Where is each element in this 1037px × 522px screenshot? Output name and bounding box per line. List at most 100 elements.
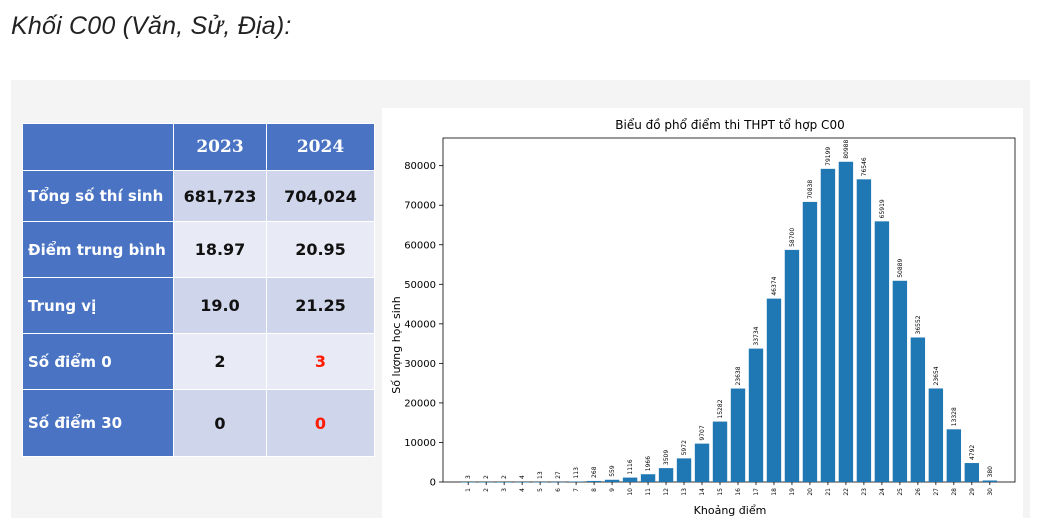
bar: [802, 201, 818, 483]
bar: [568, 481, 584, 483]
col-header-2023: 2023: [173, 123, 267, 171]
y-tick-label: 80000: [404, 161, 436, 172]
cell-2024: 704,024: [266, 170, 375, 222]
y-tick-label: 40000: [404, 319, 436, 330]
cell-2023: 2: [173, 333, 267, 390]
table-row: Điểm trung bình 18.97 20.95: [22, 221, 375, 278]
x-tick-label: 27: [933, 488, 940, 496]
x-tick-label: 7: [573, 488, 580, 492]
y-tick-label: 50000: [404, 280, 436, 291]
bar: [820, 168, 836, 482]
data-label: 1116: [627, 459, 634, 474]
x-tick-label: 29: [969, 488, 976, 496]
x-tick-label: 30: [987, 488, 994, 496]
data-label: 79199: [825, 147, 832, 166]
col-header-2024: 2024: [266, 123, 375, 171]
data-label: 13328: [951, 407, 958, 426]
x-tick-label: 10: [627, 488, 634, 496]
plot-frame: [442, 137, 1016, 483]
bar: [982, 480, 998, 482]
data-label: 15282: [717, 399, 724, 418]
x-tick-label: 25: [897, 488, 904, 496]
data-label: 2: [501, 475, 508, 479]
bar: [658, 468, 674, 482]
table-row: Số điểm 0 2 3: [22, 333, 375, 390]
cell-2023: 19.0: [173, 277, 267, 334]
cell-2023: 681,723: [173, 170, 267, 222]
x-tick-label: 19: [789, 488, 796, 496]
bar: [838, 161, 854, 482]
data-label: 2: [483, 475, 490, 479]
x-tick-label: 20: [807, 488, 814, 496]
data-label: 559: [609, 465, 616, 477]
data-label: 3509: [663, 450, 670, 465]
bar: [910, 337, 926, 482]
cell-2024: 0: [266, 389, 375, 457]
data-label: 9707: [699, 425, 706, 440]
x-tick-label: 13: [681, 488, 688, 496]
y-tick-label: 0: [430, 478, 436, 489]
x-tick-label: 2: [483, 488, 490, 492]
bar: [694, 443, 710, 482]
data-label: 3: [465, 475, 472, 479]
x-tick-label: 14: [699, 488, 706, 496]
bar: [730, 388, 746, 482]
x-tick-label: 22: [843, 488, 850, 496]
cell-2024: 20.95: [266, 221, 375, 278]
x-tick-label: 3: [501, 488, 508, 492]
section-heading: Khối C00 (Văn, Sử, Địa):: [11, 12, 292, 40]
x-tick-label: 15: [717, 488, 724, 496]
cell-2024: 21.25: [266, 277, 375, 334]
bar: [604, 479, 620, 482]
data-label: 76546: [861, 157, 868, 176]
bar: [964, 463, 980, 482]
data-label: 58700: [789, 228, 796, 247]
x-tick-label: 23: [861, 488, 868, 496]
table-row: Trung vị 19.0 21.25: [22, 277, 375, 334]
x-tick-label: 1: [465, 488, 472, 492]
data-label: 27: [555, 471, 562, 479]
row-label: Số điểm 30: [22, 389, 174, 457]
data-label: 113: [573, 467, 580, 479]
data-label: 50889: [897, 259, 904, 278]
bar: [766, 298, 782, 482]
data-label: 5972: [681, 440, 688, 455]
data-label: 80988: [843, 140, 850, 159]
data-label: 23638: [735, 366, 742, 385]
bar: [946, 429, 962, 482]
cell-2023: 18.97: [173, 221, 267, 278]
x-axis-label: Khoảng điểm: [694, 504, 767, 517]
x-tick-label: 18: [771, 488, 778, 496]
chart-container: Biểu đồ phổ điểm thi THPT tổ hợp C00 Kho…: [382, 108, 1023, 518]
data-label: 33734: [753, 326, 760, 345]
row-label: Điểm trung bình: [22, 221, 174, 278]
x-tick-label: 4: [519, 488, 526, 492]
x-tick-label: 28: [951, 488, 958, 496]
bar: [928, 388, 944, 482]
x-tick-label: 26: [915, 488, 922, 496]
x-tick-label: 21: [825, 488, 832, 496]
row-label: Số điểm 0: [22, 333, 174, 390]
bar: [874, 221, 890, 482]
y-tick-label: 20000: [404, 398, 436, 409]
bar: [748, 348, 764, 482]
data-label: 380: [987, 466, 994, 478]
bar: [892, 280, 908, 482]
bar: [622, 477, 638, 482]
cell-2024: 3: [266, 333, 375, 390]
y-tick-label: 10000: [404, 438, 436, 449]
stats-table: 2023 2024 Tổng số thí sinh 681,723 704,0…: [22, 123, 375, 457]
x-tick-label: 11: [645, 488, 652, 496]
row-label: Trung vị: [22, 277, 174, 334]
data-label: 36552: [915, 315, 922, 334]
y-tick-label: 60000: [404, 240, 436, 251]
x-tick-label: 6: [555, 488, 562, 492]
x-tick-label: 8: [591, 488, 598, 492]
data-label: 4: [519, 475, 526, 479]
y-axis-label: Số lượng học sinh: [390, 296, 403, 393]
bar: [712, 421, 728, 482]
data-label: 65919: [879, 199, 886, 218]
table-corner: [22, 123, 174, 171]
data-label: 70838: [807, 180, 814, 199]
bar: [856, 179, 872, 482]
